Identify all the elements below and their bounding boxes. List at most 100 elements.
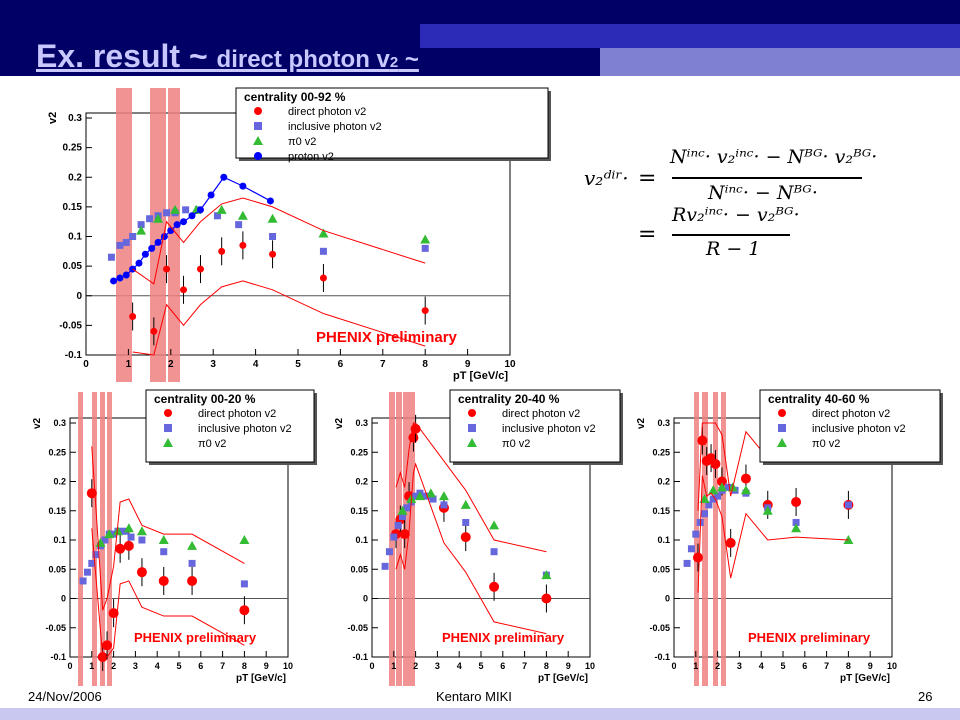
y-tick-label: 0.25 <box>350 447 368 457</box>
systematic-band <box>403 392 409 686</box>
x-tick-label: 4 <box>457 661 462 671</box>
inclusive-photon-point <box>92 551 100 559</box>
inclusive-photon-point <box>88 559 96 567</box>
inclusive-photon-point <box>269 233 277 240</box>
x-tick-label: 3 <box>133 661 138 671</box>
pi0-point <box>716 482 727 492</box>
pi0-point <box>136 526 147 536</box>
direct-photon-point <box>692 552 703 563</box>
pi0-point <box>397 505 408 515</box>
pi0-point <box>237 210 248 220</box>
upper-envelope-line <box>132 197 426 285</box>
pi0-point <box>762 505 773 515</box>
legend-marker <box>164 424 172 432</box>
systematic-band <box>168 88 180 382</box>
legend-label: π0 v2 <box>198 438 226 450</box>
y-tick-label: 0 <box>61 594 66 604</box>
x-tick-label: 5 <box>176 661 181 671</box>
pi0-point <box>708 485 719 495</box>
direct-photon-point <box>460 532 471 543</box>
inclusive-photon-point <box>107 253 115 261</box>
y-tick-label: 0.1 <box>657 535 670 545</box>
lower-envelope-line <box>697 475 849 593</box>
legend-box <box>449 389 621 463</box>
direct-photon-point <box>136 567 147 578</box>
x-tick-label: 7 <box>522 661 527 671</box>
y-axis-label: v2 <box>32 417 43 429</box>
direct-photon-point <box>710 458 721 469</box>
inclusive-photon-point <box>188 559 196 567</box>
inclusive-photon-point <box>138 536 146 544</box>
inclusive-photon-point <box>725 483 732 491</box>
y-tick-label: -0.05 <box>347 623 368 633</box>
direct-photon-point <box>697 435 708 446</box>
legend-label: direct photon v2 <box>812 408 890 420</box>
inclusive-photon-point <box>705 501 713 509</box>
x-tick-label: 8 <box>544 661 549 671</box>
y-tick-label: 0.15 <box>652 506 670 516</box>
inclusive-photon-point <box>714 492 722 500</box>
pi0-point <box>425 488 436 498</box>
systematic-band <box>116 88 132 382</box>
y-tick-label: -0.1 <box>65 350 83 361</box>
legend-label: inclusive photon v2 <box>502 423 596 435</box>
lower-envelope-line <box>395 462 547 635</box>
direct-photon-point <box>716 476 727 487</box>
formula-bar2 <box>672 234 790 236</box>
x-tick-label: 7 <box>824 661 829 671</box>
legend-marker <box>164 409 172 417</box>
x-tick-label: 7 <box>220 661 225 671</box>
inclusive-photon-point <box>844 501 852 509</box>
x-tick-label: 0 <box>671 661 676 671</box>
legend-label: direct photon v2 <box>198 408 276 420</box>
y-tick-label: 0.25 <box>48 447 66 457</box>
y-tick-label: 0.15 <box>48 506 66 516</box>
pi0-point <box>123 523 134 533</box>
inclusive-photon-point <box>319 247 327 255</box>
title-background <box>0 24 420 76</box>
inclusive-photon-point <box>182 206 190 214</box>
header-stripe-light <box>600 48 960 76</box>
x-tick-label: 10 <box>504 359 516 370</box>
systematic-band <box>409 392 415 686</box>
systematic-band <box>396 392 402 686</box>
y-tick-label: -0.05 <box>649 623 670 633</box>
legend-label: direct photon v2 <box>502 408 580 420</box>
direct-photon-point <box>421 307 429 315</box>
inclusive-photon-point <box>137 221 145 229</box>
x-tick-label: 4 <box>253 359 259 370</box>
x-tick-label: 2 <box>111 661 116 671</box>
legend-label: inclusive photon v2 <box>812 423 906 435</box>
pi0-point <box>153 213 164 223</box>
inclusive-photon-point <box>160 548 168 556</box>
x-tick-label: 5 <box>295 359 301 370</box>
y-tick-label: -0.1 <box>352 652 368 662</box>
y-tick-label: 0.15 <box>350 506 368 516</box>
y-tick-label: 0.2 <box>355 477 368 487</box>
inclusive-photon-point <box>83 568 91 576</box>
header-bar <box>0 0 960 24</box>
x-tick-label: 9 <box>868 661 873 671</box>
proton-fit-line <box>113 176 271 282</box>
direct-photon-point <box>102 640 113 651</box>
x-tick-label: 4 <box>759 661 764 671</box>
inclusive-photon-point <box>462 518 470 526</box>
inclusive-photon-point <box>683 559 691 567</box>
upper-envelope-line <box>395 422 547 553</box>
footer-page-number: 26 <box>918 689 933 704</box>
direct-photon-point <box>158 575 169 586</box>
chart-centrality-20-40: 0 1 2 3 4 5 6 7 8 9 10 -0.1 -0.05 0 0.05 0.1 0.15 0.2 0.25… <box>334 389 623 686</box>
legend-marker <box>254 122 262 130</box>
direct-photon-point <box>150 327 158 335</box>
x-tick-label: 9 <box>465 359 471 370</box>
legend-marker <box>163 438 173 447</box>
y-tick-label: 0.05 <box>63 261 83 272</box>
x-tick-label: 1 <box>391 661 396 671</box>
direct-photon-point <box>187 575 198 586</box>
inclusive-photon-point <box>490 548 498 556</box>
pi0-point <box>158 535 169 544</box>
x-tick-label: 3 <box>435 661 440 671</box>
direct-photon-point <box>791 496 802 507</box>
y-tick-label: -0.05 <box>59 320 82 331</box>
